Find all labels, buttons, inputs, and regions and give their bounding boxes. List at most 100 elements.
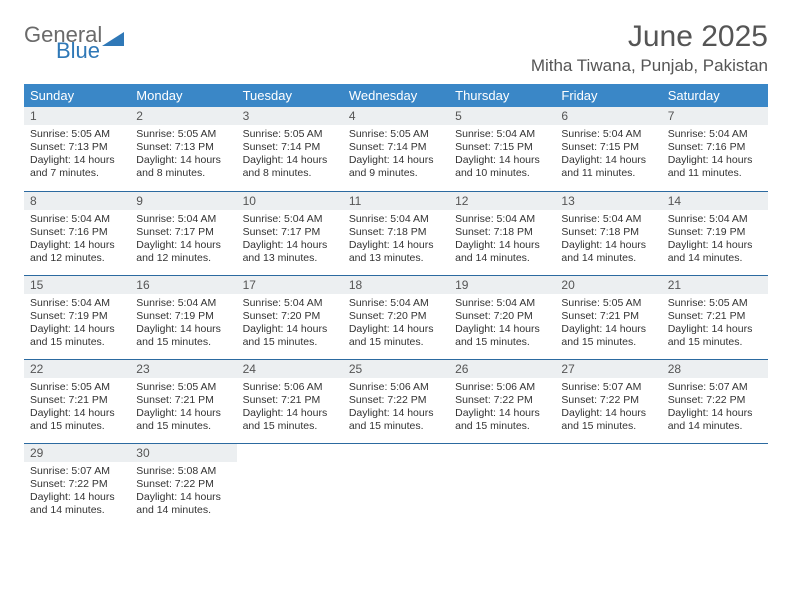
calendar-week-row: 8Sunrise: 5:04 AMSunset: 7:16 PMDaylight… (24, 191, 768, 275)
col-header: Thursday (449, 84, 555, 107)
col-header: Wednesday (343, 84, 449, 107)
calendar-day-cell: 3Sunrise: 5:05 AMSunset: 7:14 PMDaylight… (237, 107, 343, 191)
day-details: Sunrise: 5:05 AMSunset: 7:21 PMDaylight:… (24, 378, 130, 440)
calendar-week-row: 29Sunrise: 5:07 AMSunset: 7:22 PMDayligh… (24, 443, 768, 527)
day-details: Sunrise: 5:07 AMSunset: 7:22 PMDaylight:… (662, 378, 768, 440)
calendar-day-cell: 30Sunrise: 5:08 AMSunset: 7:22 PMDayligh… (130, 443, 236, 527)
calendar-day-cell: 20Sunrise: 5:05 AMSunset: 7:21 PMDayligh… (555, 275, 661, 359)
day-number: 15 (24, 276, 130, 294)
calendar-day-cell: 24Sunrise: 5:06 AMSunset: 7:21 PMDayligh… (237, 359, 343, 443)
calendar-day-cell: 19Sunrise: 5:04 AMSunset: 7:20 PMDayligh… (449, 275, 555, 359)
day-details: Sunrise: 5:04 AMSunset: 7:18 PMDaylight:… (449, 210, 555, 272)
col-header: Tuesday (237, 84, 343, 107)
day-details: Sunrise: 5:04 AMSunset: 7:18 PMDaylight:… (343, 210, 449, 272)
col-header: Sunday (24, 84, 130, 107)
calendar-day-cell: 14Sunrise: 5:04 AMSunset: 7:19 PMDayligh… (662, 191, 768, 275)
day-details: Sunrise: 5:04 AMSunset: 7:16 PMDaylight:… (662, 125, 768, 187)
day-details: Sunrise: 5:06 AMSunset: 7:21 PMDaylight:… (237, 378, 343, 440)
day-details: Sunrise: 5:04 AMSunset: 7:19 PMDaylight:… (24, 294, 130, 356)
day-number: 25 (343, 360, 449, 378)
calendar-day-cell: .. (662, 443, 768, 527)
calendar-day-cell: 23Sunrise: 5:05 AMSunset: 7:21 PMDayligh… (130, 359, 236, 443)
calendar-day-cell: .. (237, 443, 343, 527)
calendar-day-cell: 4Sunrise: 5:05 AMSunset: 7:14 PMDaylight… (343, 107, 449, 191)
day-details: Sunrise: 5:04 AMSunset: 7:20 PMDaylight:… (449, 294, 555, 356)
calendar-day-cell: 2Sunrise: 5:05 AMSunset: 7:13 PMDaylight… (130, 107, 236, 191)
day-number: 28 (662, 360, 768, 378)
day-number: 19 (449, 276, 555, 294)
day-number: 20 (555, 276, 661, 294)
calendar-day-cell: 28Sunrise: 5:07 AMSunset: 7:22 PMDayligh… (662, 359, 768, 443)
calendar-day-cell: 7Sunrise: 5:04 AMSunset: 7:16 PMDaylight… (662, 107, 768, 191)
day-number: 18 (343, 276, 449, 294)
day-number: 12 (449, 192, 555, 210)
day-number: 23 (130, 360, 236, 378)
day-details: Sunrise: 5:05 AMSunset: 7:13 PMDaylight:… (24, 125, 130, 187)
day-number: 10 (237, 192, 343, 210)
calendar-day-cell: 11Sunrise: 5:04 AMSunset: 7:18 PMDayligh… (343, 191, 449, 275)
calendar-week-row: 22Sunrise: 5:05 AMSunset: 7:21 PMDayligh… (24, 359, 768, 443)
day-number: 26 (449, 360, 555, 378)
day-number: 2 (130, 107, 236, 125)
day-number: 22 (24, 360, 130, 378)
day-details: Sunrise: 5:07 AMSunset: 7:22 PMDaylight:… (555, 378, 661, 440)
day-number: 11 (343, 192, 449, 210)
calendar-day-cell: 13Sunrise: 5:04 AMSunset: 7:18 PMDayligh… (555, 191, 661, 275)
calendar-header-row: SundayMondayTuesdayWednesdayThursdayFrid… (24, 84, 768, 107)
day-details: Sunrise: 5:04 AMSunset: 7:15 PMDaylight:… (449, 125, 555, 187)
day-details: Sunrise: 5:05 AMSunset: 7:21 PMDaylight:… (130, 378, 236, 440)
brand-logo: General Blue (24, 24, 124, 62)
day-number: 6 (555, 107, 661, 125)
calendar-day-cell: 22Sunrise: 5:05 AMSunset: 7:21 PMDayligh… (24, 359, 130, 443)
day-number: 17 (237, 276, 343, 294)
day-details: Sunrise: 5:04 AMSunset: 7:19 PMDaylight:… (662, 210, 768, 272)
day-number: 24 (237, 360, 343, 378)
day-details: Sunrise: 5:05 AMSunset: 7:14 PMDaylight:… (343, 125, 449, 187)
day-details: Sunrise: 5:05 AMSunset: 7:21 PMDaylight:… (555, 294, 661, 356)
calendar-day-cell: 5Sunrise: 5:04 AMSunset: 7:15 PMDaylight… (449, 107, 555, 191)
calendar-day-cell: 15Sunrise: 5:04 AMSunset: 7:19 PMDayligh… (24, 275, 130, 359)
day-details: Sunrise: 5:04 AMSunset: 7:19 PMDaylight:… (130, 294, 236, 356)
calendar-table: SundayMondayTuesdayWednesdayThursdayFrid… (24, 84, 768, 527)
calendar-day-cell: 9Sunrise: 5:04 AMSunset: 7:17 PMDaylight… (130, 191, 236, 275)
location-text: Mitha Tiwana, Punjab, Pakistan (531, 56, 768, 76)
calendar-week-row: 1Sunrise: 5:05 AMSunset: 7:13 PMDaylight… (24, 107, 768, 191)
day-details: Sunrise: 5:04 AMSunset: 7:20 PMDaylight:… (237, 294, 343, 356)
calendar-day-cell: .. (555, 443, 661, 527)
day-number: 21 (662, 276, 768, 294)
day-details: Sunrise: 5:08 AMSunset: 7:22 PMDaylight:… (130, 462, 236, 524)
day-number: 14 (662, 192, 768, 210)
day-number: 4 (343, 107, 449, 125)
brand-word2: Blue (56, 40, 124, 62)
day-details: Sunrise: 5:06 AMSunset: 7:22 PMDaylight:… (343, 378, 449, 440)
day-details: Sunrise: 5:07 AMSunset: 7:22 PMDaylight:… (24, 462, 130, 524)
calendar-week-row: 15Sunrise: 5:04 AMSunset: 7:19 PMDayligh… (24, 275, 768, 359)
day-number: 16 (130, 276, 236, 294)
calendar-day-cell: 17Sunrise: 5:04 AMSunset: 7:20 PMDayligh… (237, 275, 343, 359)
day-number: 27 (555, 360, 661, 378)
day-number: 9 (130, 192, 236, 210)
day-details: Sunrise: 5:04 AMSunset: 7:20 PMDaylight:… (343, 294, 449, 356)
calendar-day-cell: 29Sunrise: 5:07 AMSunset: 7:22 PMDayligh… (24, 443, 130, 527)
calendar-day-cell: 26Sunrise: 5:06 AMSunset: 7:22 PMDayligh… (449, 359, 555, 443)
calendar-day-cell: 21Sunrise: 5:05 AMSunset: 7:21 PMDayligh… (662, 275, 768, 359)
calendar-day-cell: 18Sunrise: 5:04 AMSunset: 7:20 PMDayligh… (343, 275, 449, 359)
day-number: 3 (237, 107, 343, 125)
calendar-day-cell: .. (343, 443, 449, 527)
day-details: Sunrise: 5:05 AMSunset: 7:21 PMDaylight:… (662, 294, 768, 356)
day-details: Sunrise: 5:04 AMSunset: 7:17 PMDaylight:… (130, 210, 236, 272)
month-title: June 2025 (531, 20, 768, 54)
calendar-day-cell: 1Sunrise: 5:05 AMSunset: 7:13 PMDaylight… (24, 107, 130, 191)
day-details: Sunrise: 5:04 AMSunset: 7:18 PMDaylight:… (555, 210, 661, 272)
page-header: General Blue June 2025 Mitha Tiwana, Pun… (24, 20, 768, 76)
calendar-day-cell: 8Sunrise: 5:04 AMSunset: 7:16 PMDaylight… (24, 191, 130, 275)
calendar-day-cell: 27Sunrise: 5:07 AMSunset: 7:22 PMDayligh… (555, 359, 661, 443)
day-number: 30 (130, 444, 236, 462)
day-details: Sunrise: 5:04 AMSunset: 7:17 PMDaylight:… (237, 210, 343, 272)
calendar-day-cell: 16Sunrise: 5:04 AMSunset: 7:19 PMDayligh… (130, 275, 236, 359)
col-header: Friday (555, 84, 661, 107)
day-number: 13 (555, 192, 661, 210)
day-number: 7 (662, 107, 768, 125)
calendar-day-cell: .. (449, 443, 555, 527)
day-number: 5 (449, 107, 555, 125)
